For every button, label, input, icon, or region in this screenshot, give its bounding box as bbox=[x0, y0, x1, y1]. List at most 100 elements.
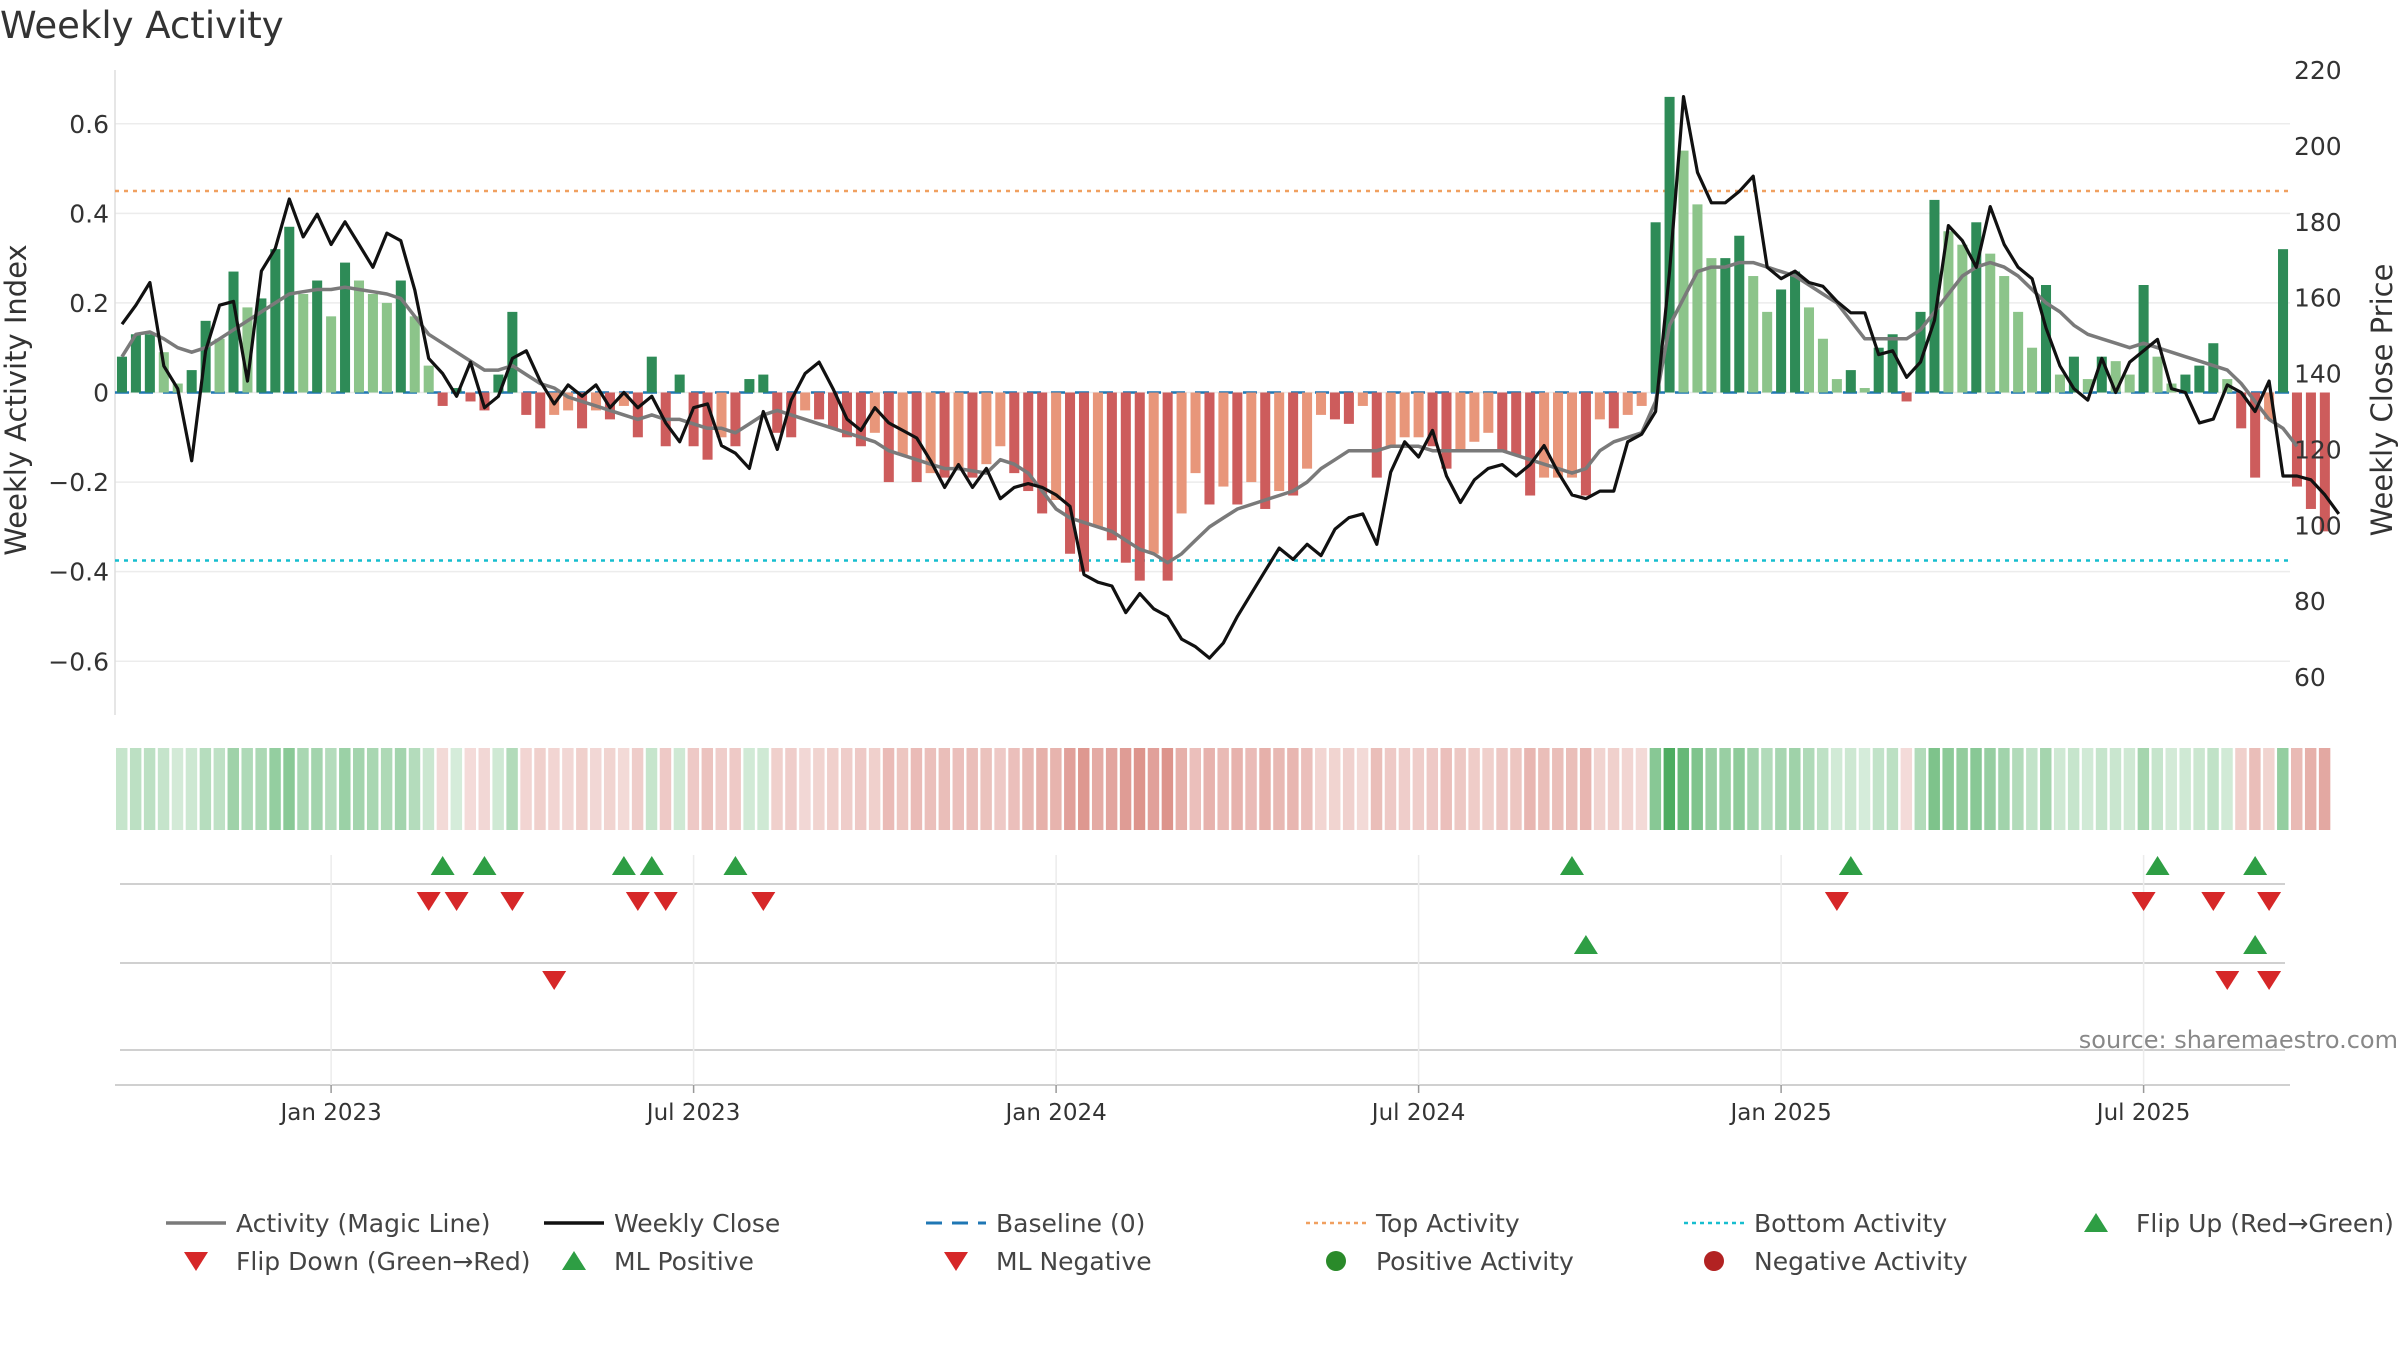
activity-bar bbox=[437, 392, 448, 406]
strip-cell bbox=[2318, 748, 2331, 830]
strip-cell bbox=[1454, 748, 1466, 830]
activity-bar bbox=[981, 392, 992, 465]
strip-cell bbox=[2249, 748, 2261, 830]
strip-cell bbox=[1705, 748, 1717, 830]
activity-bar bbox=[1706, 258, 1717, 393]
activity-bar bbox=[1385, 392, 1396, 447]
strip-cell bbox=[1091, 748, 1104, 830]
strip-cell bbox=[701, 748, 714, 830]
strip-cell bbox=[994, 748, 1006, 830]
activity-bar bbox=[2082, 379, 2093, 393]
x-tick-label: Jan 2025 bbox=[1728, 1100, 1831, 1126]
strip-cell bbox=[1789, 748, 1801, 830]
activity-bar bbox=[2194, 365, 2205, 393]
activity-bar bbox=[353, 280, 365, 393]
activity-bar bbox=[1803, 307, 1815, 393]
strip-cell bbox=[213, 748, 226, 830]
activity-bar bbox=[1748, 276, 1759, 393]
activity-bar bbox=[1343, 392, 1354, 424]
activity-bar bbox=[1929, 199, 1940, 393]
activity-bar bbox=[2278, 249, 2289, 393]
legend-item: Baseline (0) bbox=[920, 1205, 1145, 1241]
activity-bar bbox=[1176, 392, 1187, 514]
activity-bar bbox=[395, 280, 406, 393]
strip-cell bbox=[1022, 748, 1034, 830]
activity-bar bbox=[1190, 392, 1201, 474]
strip-cell bbox=[1008, 748, 1020, 830]
activity-bar bbox=[1901, 392, 1912, 402]
strip-cell bbox=[813, 748, 825, 830]
activity-bar bbox=[2236, 392, 2247, 429]
activity-bar bbox=[1594, 392, 1605, 420]
legend-swatch bbox=[1678, 1243, 1750, 1279]
activity-bar bbox=[1985, 253, 1996, 393]
flip-down-marker bbox=[416, 892, 441, 911]
activity-bar bbox=[2152, 356, 2163, 393]
activity-bars bbox=[116, 96, 2330, 581]
activity-bar bbox=[730, 392, 741, 447]
strip-cell bbox=[1984, 748, 1996, 830]
strip-cell bbox=[1147, 748, 1160, 830]
activity-bar bbox=[214, 338, 225, 393]
activity-bar bbox=[1957, 244, 1968, 393]
legend-swatch bbox=[538, 1243, 610, 1279]
strip-cell bbox=[924, 748, 937, 830]
reference-lines bbox=[115, 189, 2290, 562]
strip-cell bbox=[1858, 748, 1871, 830]
strip-cell bbox=[227, 748, 239, 830]
strip-cell bbox=[2179, 748, 2191, 830]
activity-bar bbox=[883, 392, 894, 483]
activity-bar bbox=[1246, 392, 1257, 483]
strip-cell bbox=[1203, 748, 1215, 830]
activity-bar bbox=[1441, 392, 1452, 469]
strip-cell bbox=[1621, 748, 1634, 830]
flip-up-marker bbox=[2145, 856, 2170, 875]
legend-item: Weekly Close bbox=[538, 1205, 780, 1241]
activity-bar bbox=[1887, 334, 1898, 393]
activity-bar bbox=[716, 392, 727, 438]
activity-bar bbox=[1051, 392, 1062, 500]
activity-bar bbox=[451, 388, 462, 393]
strip-cell bbox=[380, 748, 393, 830]
legend-label: Flip Up (Red→Green) bbox=[2136, 1208, 2394, 1238]
activity-bar bbox=[2250, 392, 2261, 478]
activity-bar bbox=[1664, 96, 1675, 393]
strip-cell bbox=[799, 748, 811, 830]
activity-bar bbox=[312, 280, 323, 393]
activity-bar bbox=[2054, 374, 2065, 393]
activity-bar bbox=[925, 392, 936, 474]
legend-item: Flip Down (Green→Red) bbox=[160, 1243, 531, 1279]
activity-bar bbox=[1539, 392, 1550, 478]
strip-cell bbox=[1468, 748, 1480, 830]
legend: Activity (Magic Line) Weekly Close Baselin… bbox=[160, 1205, 2400, 1285]
strip-cell bbox=[366, 748, 379, 830]
strip-cell bbox=[1900, 748, 1913, 830]
activity-bar bbox=[2040, 285, 2052, 393]
flip-down-marker bbox=[2257, 892, 2282, 911]
strip-cell bbox=[631, 748, 644, 830]
activity-bar bbox=[1315, 392, 1327, 415]
strip-cell bbox=[2221, 748, 2233, 830]
strip-cell bbox=[408, 748, 421, 830]
activity-bar bbox=[1511, 392, 1522, 456]
legend-label: Weekly Close bbox=[614, 1208, 781, 1238]
strip-cell bbox=[2165, 748, 2177, 830]
strip-cell bbox=[2263, 748, 2275, 830]
activity-bar bbox=[1915, 311, 1926, 393]
y-tick-label: −0.4 bbox=[48, 558, 109, 587]
strip-cell bbox=[1747, 748, 1759, 830]
activity-bar bbox=[256, 298, 267, 393]
strip-cell bbox=[743, 748, 755, 830]
y-tick-label: 0.6 bbox=[69, 110, 109, 139]
activity-bar bbox=[1260, 392, 1271, 509]
activity-bar bbox=[1134, 392, 1145, 581]
strip-cell bbox=[1245, 748, 1257, 830]
activity-bar bbox=[1971, 222, 1982, 393]
activity-bar bbox=[800, 392, 811, 411]
y-axis-left: 0.6 0.4 0.2 0 −0.2 −0.4 −0.6 bbox=[48, 110, 109, 677]
y-axis-right: 220 200 180 160 140 120 100 80 60 bbox=[2294, 56, 2342, 692]
ml-negative-marker bbox=[2257, 971, 2282, 990]
strip-cell bbox=[199, 748, 212, 830]
activity-bar bbox=[1106, 392, 1117, 541]
strip-cell bbox=[1844, 748, 1857, 830]
